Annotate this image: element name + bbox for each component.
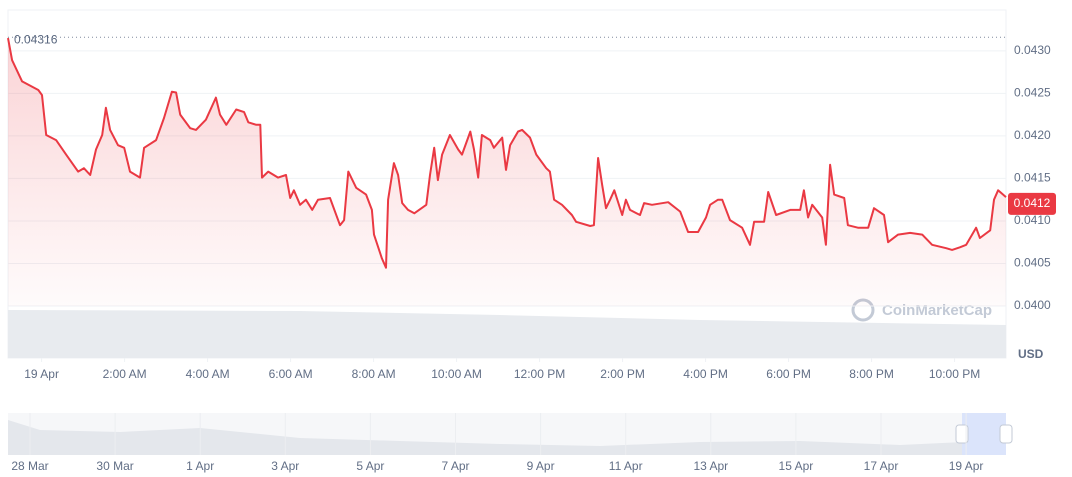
price-line bbox=[7, 37, 1007, 269]
navigator-label: 13 Apr bbox=[693, 459, 728, 473]
y-tick-label: 0.0425 bbox=[1014, 86, 1051, 100]
navigator-label: 5 Apr bbox=[356, 459, 384, 473]
open-price-label: 0.04316 bbox=[14, 32, 58, 46]
x-tick-label: 10:00 AM bbox=[431, 367, 482, 381]
x-tick-label: 4:00 AM bbox=[186, 367, 230, 381]
navigator-handle[interactable] bbox=[999, 424, 1013, 444]
navigator-labels: 28 Mar 30 Mar 1 Apr 3 Apr 5 Apr 7 Apr 9 Apr 11 … bbox=[11, 413, 983, 473]
navigator-label: 3 Apr bbox=[271, 459, 299, 473]
last-price-badge bbox=[1008, 192, 1056, 215]
navigator-label: 11 Apr bbox=[609, 459, 643, 473]
area-fill bbox=[8, 38, 1006, 306]
x-tick-label: 2:00 PM bbox=[600, 367, 645, 381]
last-price-label: 0.0412 bbox=[1014, 196, 1051, 210]
navigator-label: 7 Apr bbox=[441, 459, 469, 473]
x-tick-label: 12:00 PM bbox=[514, 367, 565, 381]
y-tick-label: 0.0405 bbox=[1014, 256, 1051, 270]
navigator-handle[interactable] bbox=[955, 424, 969, 444]
x-tick-label: 6:00 PM bbox=[766, 367, 811, 381]
navigator-label: 15 Apr bbox=[779, 459, 814, 473]
y-tick-label: 0.0420 bbox=[1014, 128, 1051, 142]
y-tick-label: 0.0410 bbox=[1014, 213, 1051, 227]
navigator-label: 30 Mar bbox=[96, 459, 133, 473]
navigator-area bbox=[8, 420, 1006, 455]
y-axis-label: USD bbox=[1018, 347, 1044, 361]
navigator-label: 1 Apr bbox=[186, 459, 214, 473]
navigator-selection[interactable] bbox=[962, 413, 1006, 455]
x-tick-label: 19 Apr bbox=[24, 367, 59, 381]
navigator-label: 28 Mar bbox=[11, 459, 48, 473]
x-tick-label: 8:00 PM bbox=[849, 367, 894, 381]
y-tick-label: 0.0400 bbox=[1014, 298, 1051, 312]
x-tick-label: 8:00 AM bbox=[352, 367, 396, 381]
x-tick-label: 6:00 AM bbox=[269, 367, 313, 381]
navigator-label: 17 Apr bbox=[864, 459, 899, 473]
x-tick-label: 2:00 AM bbox=[103, 367, 147, 381]
volume-area bbox=[8, 310, 1006, 358]
navigator-label: 19 Apr bbox=[949, 459, 984, 473]
y-tick-label: 0.0430 bbox=[1014, 43, 1051, 57]
x-tick-label: 4:00 PM bbox=[683, 367, 728, 381]
x-tick-label: 10:00 PM bbox=[929, 367, 980, 381]
navigator-label: 9 Apr bbox=[527, 459, 555, 473]
y-tick-label: 0.0415 bbox=[1014, 171, 1051, 185]
